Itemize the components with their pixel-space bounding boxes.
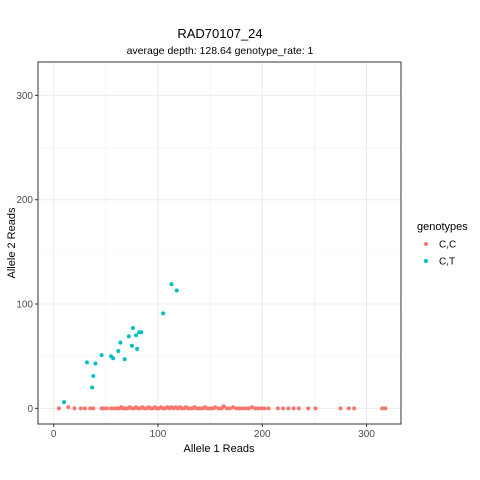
data-point xyxy=(109,406,113,411)
data-point xyxy=(240,406,245,411)
y-tick-label: 300 xyxy=(16,91,33,102)
data-point xyxy=(91,406,96,411)
data-point xyxy=(139,330,144,335)
data-point xyxy=(93,361,98,366)
data-point xyxy=(111,356,116,361)
data-point xyxy=(338,406,343,411)
data-point xyxy=(104,406,109,411)
data-point xyxy=(286,406,291,411)
x-tick-label: 0 xyxy=(51,429,57,440)
series-ct xyxy=(62,282,179,405)
data-point xyxy=(313,406,318,411)
data-point xyxy=(118,340,123,345)
data-point xyxy=(216,406,221,411)
y-tick-label: 100 xyxy=(16,300,33,311)
data-point xyxy=(291,406,296,411)
legend-items: C,C C,T xyxy=(424,240,456,268)
legend-label: C,C xyxy=(439,240,456,251)
series-cc xyxy=(56,404,388,411)
legend: genotypes C,C C,T xyxy=(417,221,468,268)
data-point xyxy=(130,326,135,330)
data-point xyxy=(85,360,89,365)
grid-lines xyxy=(38,62,401,424)
data-point xyxy=(259,406,264,411)
data-point xyxy=(88,406,93,411)
data-point xyxy=(275,406,280,411)
data-point xyxy=(174,288,179,293)
legend-title: genotypes xyxy=(417,221,468,233)
data-point xyxy=(306,406,311,411)
x-tick-label: 300 xyxy=(358,429,375,440)
data-point xyxy=(56,406,61,411)
data-point xyxy=(169,282,174,287)
data-point xyxy=(352,406,357,411)
data-point xyxy=(213,405,218,410)
chart-title: RAD70107_24 xyxy=(177,26,262,41)
data-point xyxy=(72,406,77,411)
data-point xyxy=(383,406,388,411)
data-point xyxy=(380,406,385,411)
data-point xyxy=(99,353,104,358)
data-point xyxy=(256,406,261,411)
plot-panel xyxy=(38,62,401,424)
data-point xyxy=(234,406,239,411)
legend-key xyxy=(424,259,428,263)
data-point xyxy=(253,406,257,411)
data-point xyxy=(266,406,271,411)
data-point xyxy=(126,334,131,339)
y-axis-title: Allele 2 Reads xyxy=(6,207,18,278)
data-point xyxy=(246,406,251,411)
y-tick-label: 200 xyxy=(16,195,33,206)
data-point xyxy=(134,333,139,338)
data-point xyxy=(66,405,71,410)
data-point xyxy=(135,346,140,351)
data-point xyxy=(262,406,267,411)
data-point xyxy=(231,405,236,410)
x-axis-title: Allele 1 Reads xyxy=(184,443,255,455)
data-point xyxy=(62,400,67,405)
data-point xyxy=(296,406,301,411)
data-point xyxy=(101,406,106,411)
data-point xyxy=(249,405,254,410)
x-tick-label: 100 xyxy=(150,429,167,440)
data-point xyxy=(346,406,351,411)
data-point xyxy=(129,343,134,348)
data-point xyxy=(221,404,226,409)
data-point xyxy=(237,406,242,411)
data-point xyxy=(90,385,95,390)
data-point xyxy=(82,406,87,411)
x-tick-label: 200 xyxy=(254,429,271,440)
plot-border xyxy=(37,61,402,425)
data-point xyxy=(224,406,229,411)
data-point xyxy=(243,406,248,411)
data-point xyxy=(122,357,127,362)
legend-label: C,T xyxy=(439,257,455,268)
data-points xyxy=(56,282,388,411)
data-point xyxy=(281,406,286,411)
legend-key xyxy=(424,242,428,246)
chart-subtitle: average depth: 128.64 genotype_rate: 1 xyxy=(127,45,314,57)
data-point xyxy=(227,406,232,411)
data-point xyxy=(116,349,121,353)
axis-ticks: 0 100 200 300 0 100 200 300 xyxy=(16,91,375,440)
data-point xyxy=(78,406,83,411)
y-tick-label: 0 xyxy=(27,404,33,415)
data-point xyxy=(112,406,117,411)
data-point xyxy=(91,374,96,378)
data-point xyxy=(161,311,166,316)
